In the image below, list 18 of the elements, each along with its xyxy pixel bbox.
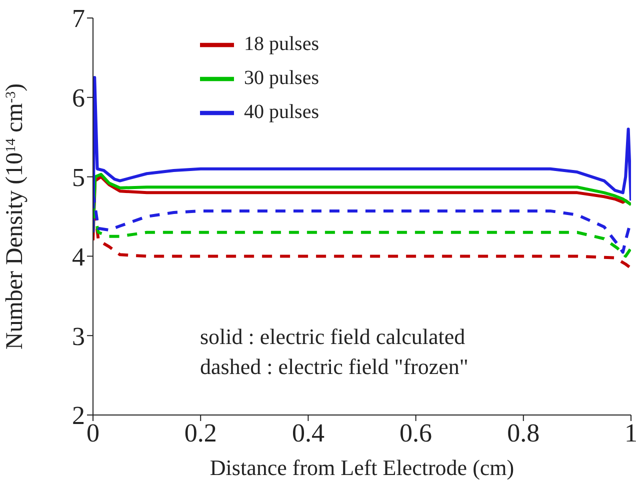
y-tick-label: 4 bbox=[72, 242, 85, 272]
annotation: dashed : electric field "frozen" bbox=[200, 353, 468, 381]
x-tick-label: 0.8 bbox=[507, 418, 540, 448]
y-tick-label: 6 bbox=[72, 84, 85, 113]
y-tick-label: 3 bbox=[72, 322, 85, 351]
x-tick-label: 0.6 bbox=[400, 418, 432, 448]
legend-label: 30 pulses bbox=[244, 66, 319, 89]
y-tick-label: 7 bbox=[72, 4, 85, 34]
x-tick-label: 0 bbox=[86, 418, 100, 448]
y-tick-label: 2 bbox=[72, 401, 85, 430]
y-tick-label: 5 bbox=[72, 163, 85, 192]
legend-label: 18 pulses bbox=[244, 32, 319, 55]
x-tick-label: 0.4 bbox=[292, 418, 324, 448]
x-tick-label: 1 bbox=[624, 418, 636, 448]
legend-label: 40 pulses bbox=[244, 100, 319, 123]
x-tick-label: 0.2 bbox=[184, 418, 217, 448]
annotation: solid : electric field calculated bbox=[200, 323, 466, 351]
x-axis-title: Distance from Left Electrode (cm) bbox=[210, 455, 514, 480]
